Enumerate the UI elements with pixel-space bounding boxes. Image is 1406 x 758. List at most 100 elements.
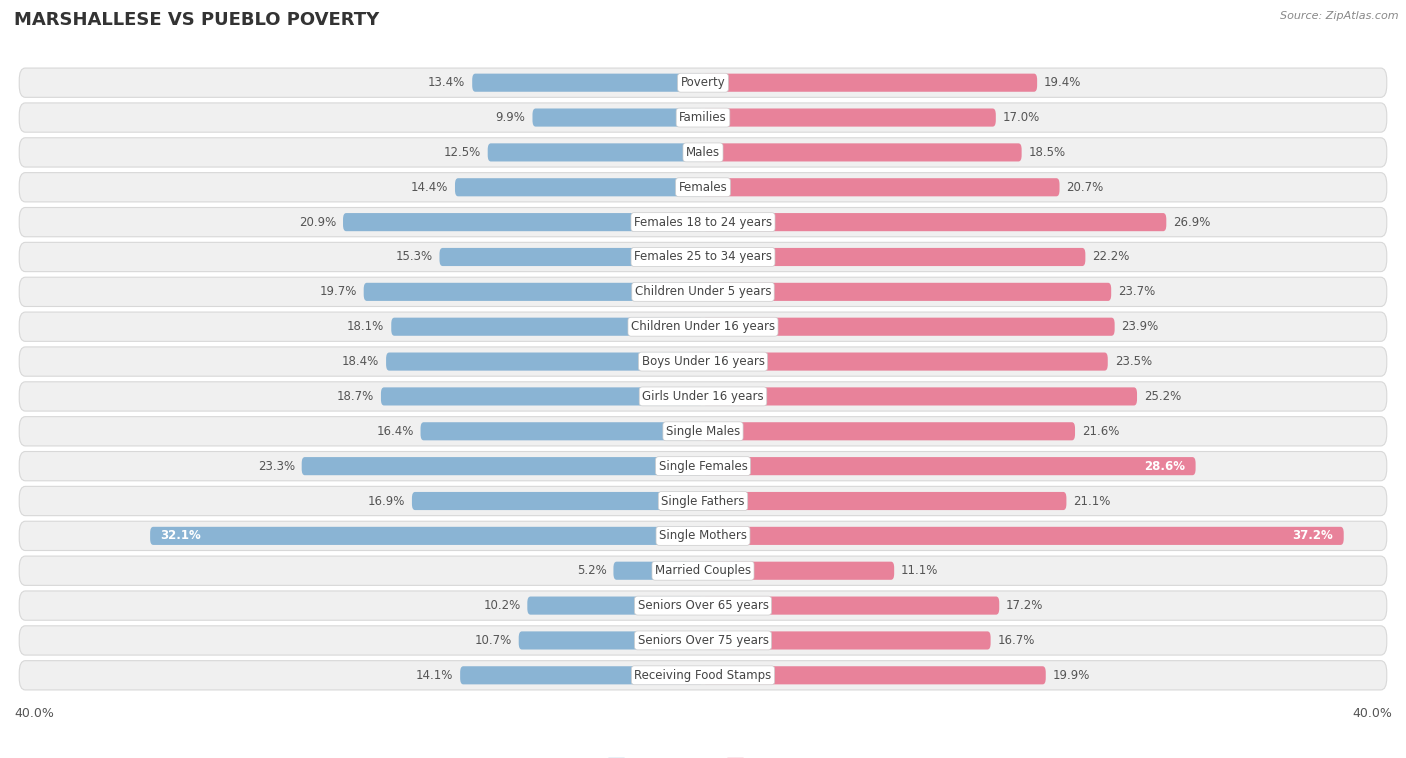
FancyBboxPatch shape [703,387,1137,406]
FancyBboxPatch shape [20,243,1386,271]
FancyBboxPatch shape [20,556,1386,585]
FancyBboxPatch shape [387,352,703,371]
FancyBboxPatch shape [381,387,703,406]
Text: 16.4%: 16.4% [377,424,413,438]
Text: 20.9%: 20.9% [299,215,336,229]
FancyBboxPatch shape [412,492,703,510]
FancyBboxPatch shape [20,417,1386,446]
Text: 16.9%: 16.9% [367,494,405,508]
Text: 40.0%: 40.0% [14,707,53,720]
Text: 20.7%: 20.7% [1066,180,1104,194]
Text: MARSHALLESE VS PUEBLO POVERTY: MARSHALLESE VS PUEBLO POVERTY [14,11,380,30]
FancyBboxPatch shape [20,103,1386,132]
FancyBboxPatch shape [703,74,1038,92]
FancyBboxPatch shape [391,318,703,336]
Text: Single Males: Single Males [666,424,740,438]
FancyBboxPatch shape [703,422,1076,440]
Text: 19.9%: 19.9% [1053,669,1090,681]
FancyBboxPatch shape [20,487,1386,515]
FancyBboxPatch shape [703,457,1195,475]
FancyBboxPatch shape [20,591,1386,620]
FancyBboxPatch shape [20,208,1386,236]
FancyBboxPatch shape [20,452,1386,481]
Text: 23.9%: 23.9% [1122,320,1159,334]
Text: 19.4%: 19.4% [1045,77,1081,89]
FancyBboxPatch shape [613,562,703,580]
Text: Children Under 16 years: Children Under 16 years [631,320,775,334]
Text: Males: Males [686,146,720,159]
Text: 12.5%: 12.5% [443,146,481,159]
FancyBboxPatch shape [20,626,1386,655]
FancyBboxPatch shape [703,213,1167,231]
Text: Poverty: Poverty [681,77,725,89]
FancyBboxPatch shape [533,108,703,127]
Text: 23.7%: 23.7% [1118,285,1156,299]
Text: 14.4%: 14.4% [411,180,449,194]
Text: 18.1%: 18.1% [347,320,384,334]
Text: 32.1%: 32.1% [160,529,201,543]
FancyBboxPatch shape [20,661,1386,690]
FancyBboxPatch shape [20,68,1386,97]
Text: 21.1%: 21.1% [1073,494,1111,508]
Text: 23.3%: 23.3% [257,459,295,473]
FancyBboxPatch shape [703,527,1344,545]
Text: 15.3%: 15.3% [395,250,433,264]
FancyBboxPatch shape [364,283,703,301]
FancyBboxPatch shape [20,382,1386,411]
Text: Families: Families [679,111,727,124]
FancyBboxPatch shape [703,352,1108,371]
Text: 5.2%: 5.2% [576,564,606,578]
FancyBboxPatch shape [20,173,1386,202]
Text: 10.2%: 10.2% [484,599,520,612]
FancyBboxPatch shape [20,277,1386,306]
Text: Married Couples: Married Couples [655,564,751,578]
Text: 18.7%: 18.7% [337,390,374,403]
Text: 13.4%: 13.4% [427,77,465,89]
Text: 37.2%: 37.2% [1292,529,1333,543]
FancyBboxPatch shape [472,74,703,92]
FancyBboxPatch shape [20,522,1386,550]
Text: 21.6%: 21.6% [1083,424,1119,438]
Text: Boys Under 16 years: Boys Under 16 years [641,355,765,368]
FancyBboxPatch shape [460,666,703,684]
FancyBboxPatch shape [20,347,1386,376]
Text: 22.2%: 22.2% [1092,250,1129,264]
FancyBboxPatch shape [20,138,1386,167]
Text: 17.2%: 17.2% [1007,599,1043,612]
FancyBboxPatch shape [302,457,703,475]
Text: 16.7%: 16.7% [997,634,1035,647]
FancyBboxPatch shape [703,248,1085,266]
FancyBboxPatch shape [703,631,991,650]
Text: 19.7%: 19.7% [319,285,357,299]
FancyBboxPatch shape [703,143,1022,161]
FancyBboxPatch shape [527,597,703,615]
Text: 18.5%: 18.5% [1029,146,1066,159]
FancyBboxPatch shape [703,178,1060,196]
Text: 9.9%: 9.9% [496,111,526,124]
Text: 40.0%: 40.0% [1353,707,1392,720]
Text: Females 25 to 34 years: Females 25 to 34 years [634,250,772,264]
FancyBboxPatch shape [703,666,1046,684]
Text: Females: Females [679,180,727,194]
Text: 14.1%: 14.1% [416,669,453,681]
Text: 17.0%: 17.0% [1002,111,1040,124]
Legend: Marshallese, Pueblo: Marshallese, Pueblo [603,753,803,758]
FancyBboxPatch shape [150,527,703,545]
Text: 18.4%: 18.4% [342,355,380,368]
Text: Seniors Over 65 years: Seniors Over 65 years [637,599,769,612]
Text: Children Under 5 years: Children Under 5 years [634,285,772,299]
Text: Receiving Food Stamps: Receiving Food Stamps [634,669,772,681]
FancyBboxPatch shape [703,108,995,127]
FancyBboxPatch shape [703,492,1066,510]
Text: Single Fathers: Single Fathers [661,494,745,508]
FancyBboxPatch shape [456,178,703,196]
FancyBboxPatch shape [20,312,1386,341]
Text: Girls Under 16 years: Girls Under 16 years [643,390,763,403]
Text: Seniors Over 75 years: Seniors Over 75 years [637,634,769,647]
FancyBboxPatch shape [440,248,703,266]
FancyBboxPatch shape [703,562,894,580]
Text: Single Mothers: Single Mothers [659,529,747,543]
Text: 23.5%: 23.5% [1115,355,1152,368]
FancyBboxPatch shape [420,422,703,440]
Text: 26.9%: 26.9% [1173,215,1211,229]
